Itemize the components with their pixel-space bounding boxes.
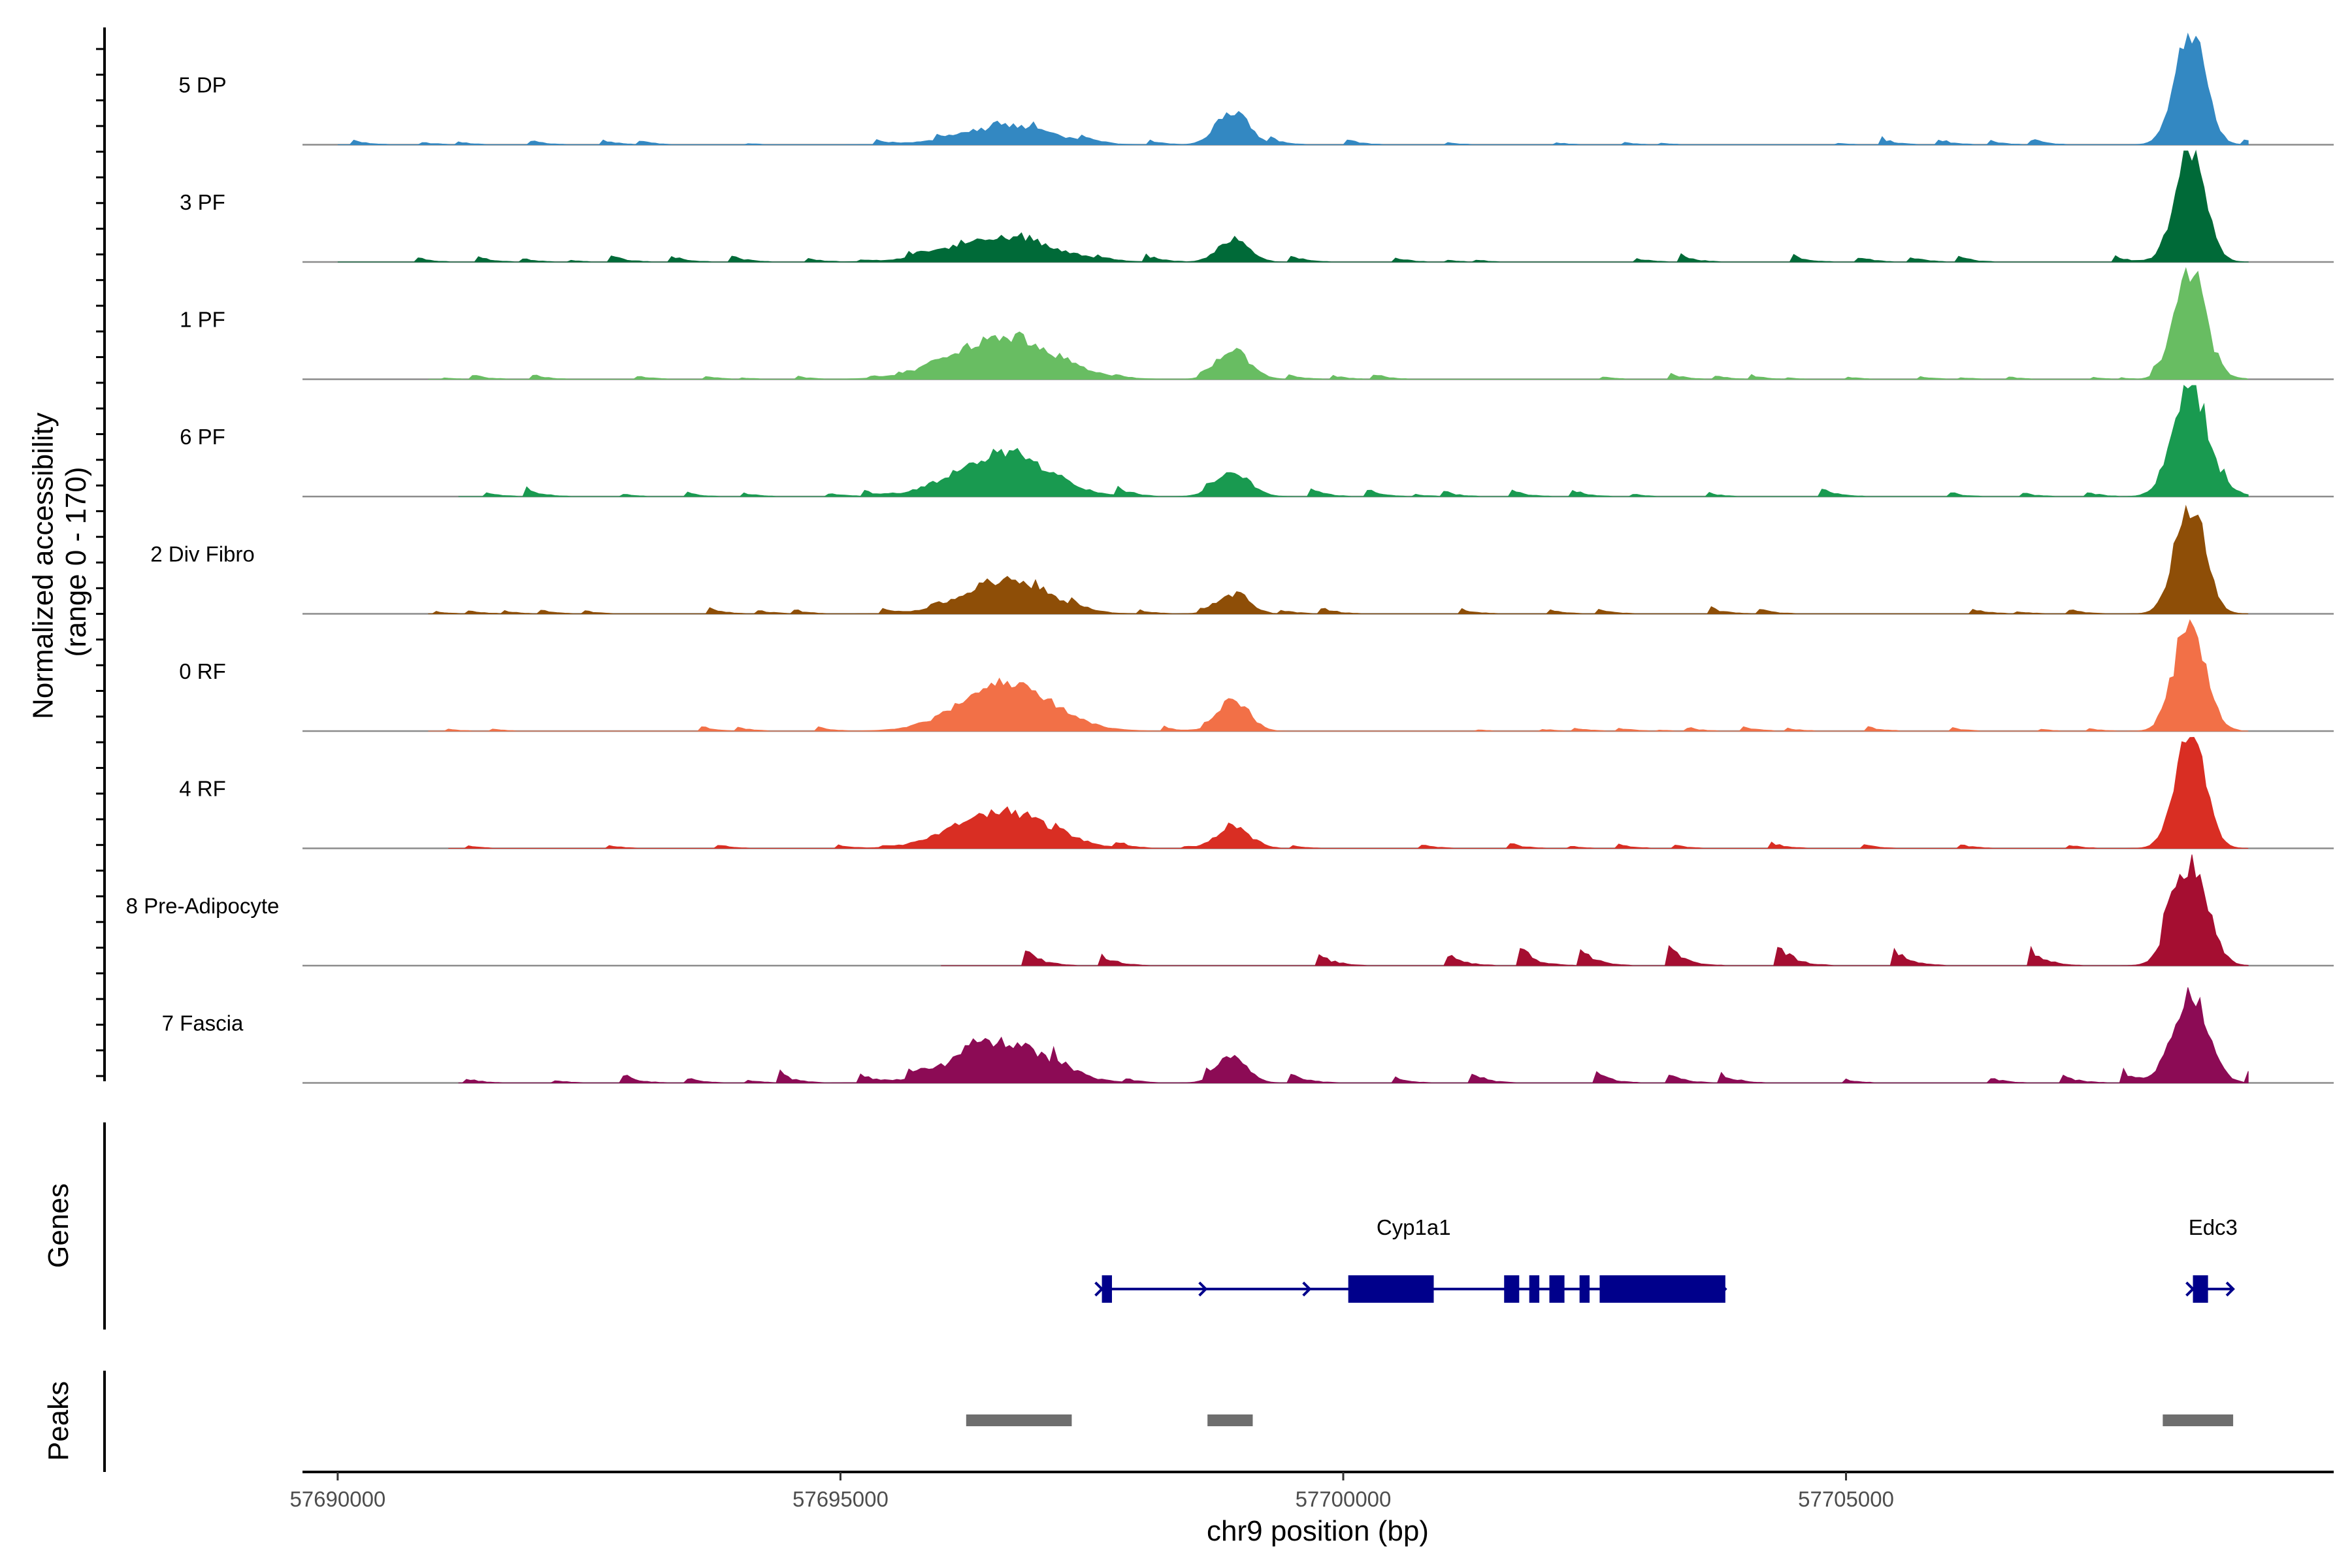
x-tick-label: 57695000 (792, 1487, 889, 1511)
coverage-track: 1 PF (180, 267, 2334, 380)
gene-exon (1102, 1275, 1112, 1303)
peak-region (1207, 1414, 1253, 1426)
track-label: 6 PF (180, 425, 225, 449)
x-tick-label: 57700000 (1296, 1487, 1392, 1511)
track-label: 7 Fascia (162, 1011, 244, 1036)
coverage-tracks: 5 DP 3 PF 1 PF 6 PF 2 Div Fibro 0 RF 4 RF 8 Pre… (126, 32, 2334, 1084)
strand-arrow (1094, 1281, 1104, 1297)
x-axis-title: chr9 position (bp) (1207, 1515, 1429, 1547)
gene-model: Cyp1a1 (1094, 1215, 1727, 1303)
coverage-track: 4 RF (179, 736, 2334, 849)
peak-region (966, 1414, 1072, 1426)
coverage-area (428, 619, 2249, 732)
coverage-area (428, 267, 2249, 380)
coverage-area (458, 987, 2249, 1084)
gene-exon (1348, 1275, 1434, 1303)
coverage-area (448, 736, 2249, 849)
x-axis: 57690000 57695000 57700000 57705000 (289, 1471, 2334, 1511)
track-label: 8 Pre-Adipocyte (126, 894, 280, 918)
peaks-track (966, 1414, 2234, 1426)
track-label: 0 RF (179, 659, 226, 683)
x-tick-label: 57690000 (289, 1487, 385, 1511)
gene-model: Edc3 (2185, 1215, 2238, 1303)
coverage-area (337, 32, 2249, 146)
strand-arrow (2225, 1281, 2235, 1297)
strand-arrow (1302, 1281, 1312, 1297)
genes-track-label: Genes (42, 1183, 74, 1268)
genes-track: Cyp1a1 Edc3 (1094, 1215, 2238, 1303)
y-axis-title: Normalized accessibility (range 0 - 170) (27, 404, 93, 719)
track-label: 4 RF (179, 777, 226, 801)
coverage-track: 6 PF (180, 385, 2334, 498)
gene-exon (2193, 1275, 2208, 1303)
coverage-track: 8 Pre-Adipocyte (126, 854, 2334, 967)
x-tick-label: 57705000 (1798, 1487, 1894, 1511)
coverage-track: 3 PF (180, 150, 2334, 263)
gene-label: Cyp1a1 (1377, 1215, 1451, 1239)
coverage-area (337, 150, 2249, 263)
strand-arrow (1198, 1281, 1208, 1297)
gene-exon (1599, 1275, 1725, 1303)
coverage-area (458, 385, 2249, 497)
coverage-area (428, 504, 2249, 615)
track-label: 2 Div Fibro (150, 542, 255, 566)
y-axis-title-line-2: (range 0 - 170) (60, 466, 92, 657)
peaks-track-label: Peaks (42, 1381, 74, 1461)
coverage-y-axis (96, 27, 106, 1081)
coverage-track: 7 Fascia (162, 987, 2334, 1084)
coverage-track: 2 Div Fibro (150, 504, 2334, 615)
gene-exon (1504, 1275, 1520, 1303)
track-label: 1 PF (180, 308, 225, 332)
strand-arrow (2185, 1281, 2195, 1297)
peak-region (2163, 1414, 2234, 1426)
coverage-track: 5 DP (178, 32, 2334, 146)
track-label: 5 DP (178, 73, 226, 97)
gene-exon (1529, 1275, 1540, 1303)
gene-label: Edc3 (2189, 1215, 2238, 1239)
gene-exon (1579, 1275, 1590, 1303)
coverage-area (941, 854, 2249, 966)
track-label: 3 PF (180, 190, 225, 214)
y-axis-title-line-1: Normalized accessibility (27, 412, 59, 719)
coverage-track: 0 RF (179, 619, 2334, 732)
gene-exon (1549, 1275, 1565, 1303)
